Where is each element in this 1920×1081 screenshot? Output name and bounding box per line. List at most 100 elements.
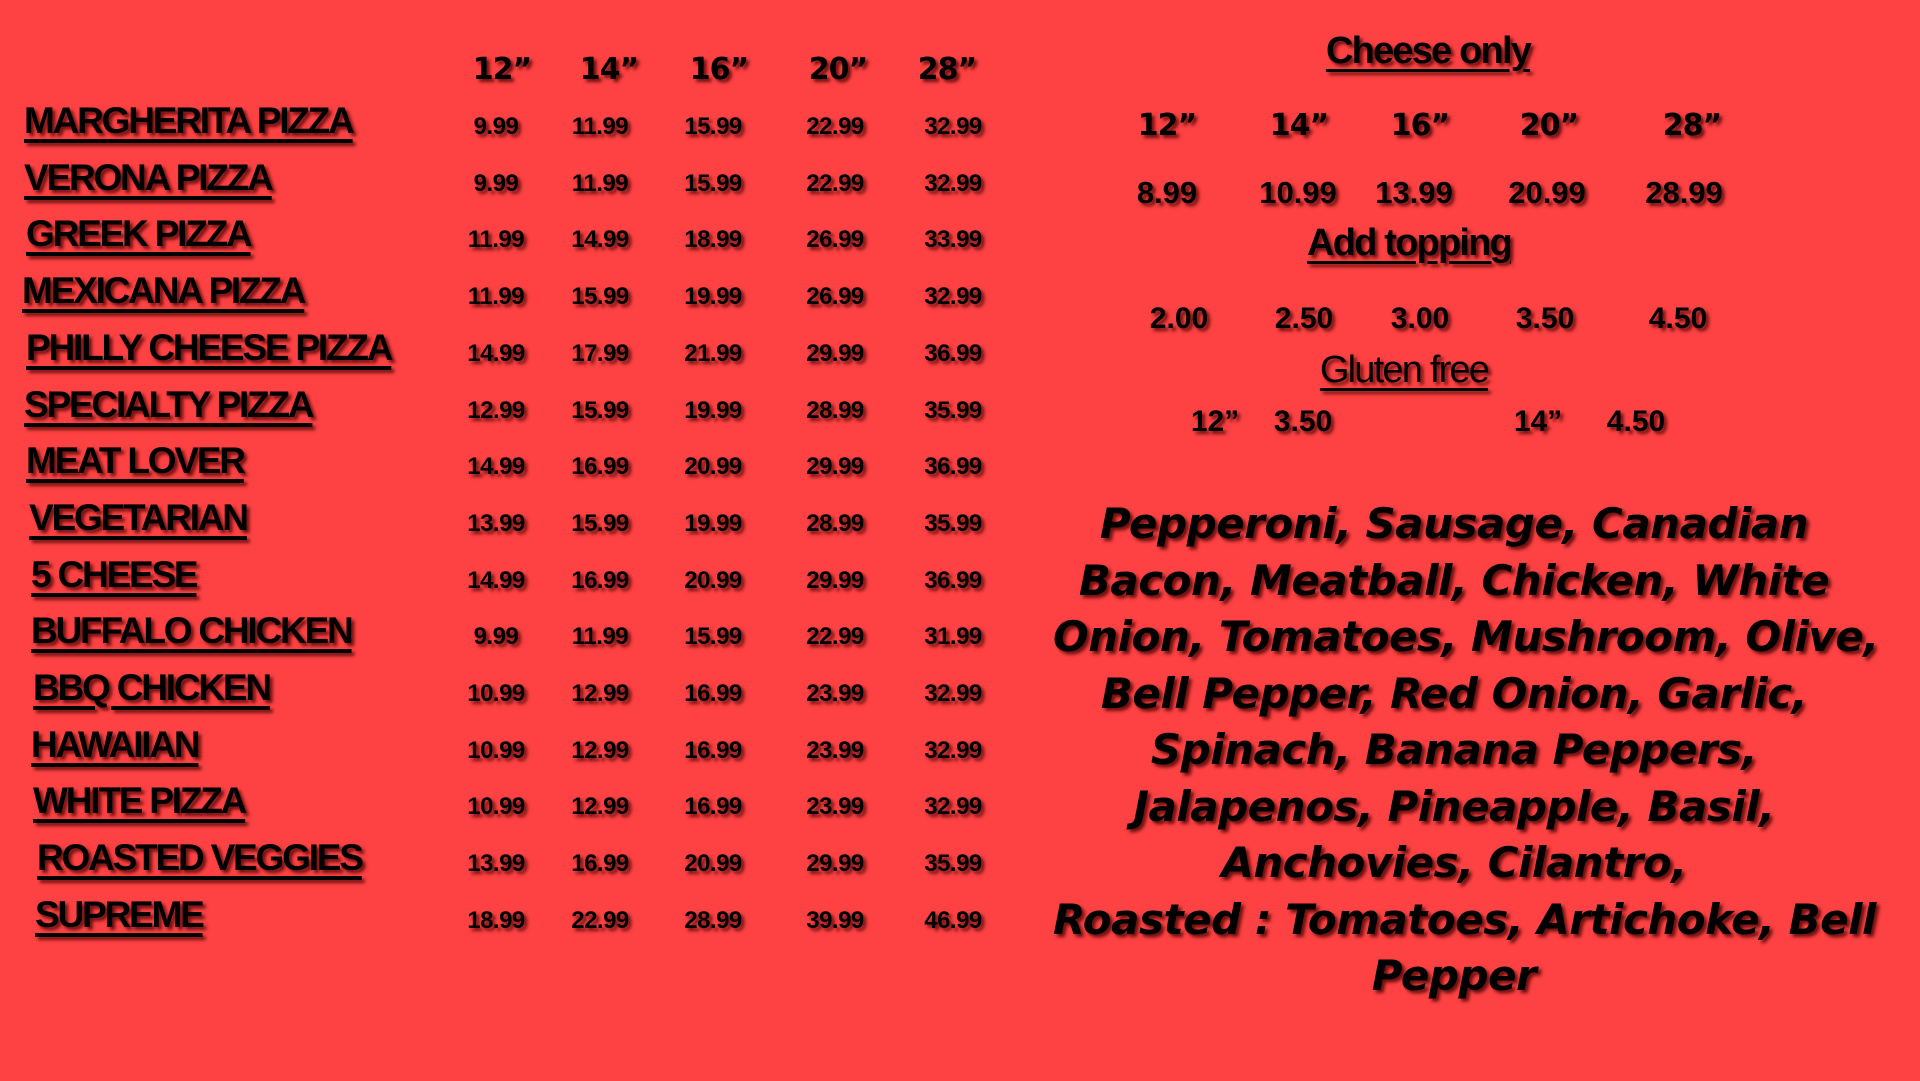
menu-item-name: 5 CHEESE [31,553,199,595]
size-header: 12” [472,52,532,87]
menu-item-price: 23.99 [806,680,864,707]
cheese-size-header: 16” [1390,108,1450,143]
menu-item-price: 11.99 [571,623,629,651]
toppings-line: Pepper [1371,951,1537,1000]
menu-item-price: 11.99 [571,113,629,140]
menu-item-price: 18.99 [467,906,525,934]
menu-item-price: 18.99 [684,226,742,254]
size-header: 16” [689,52,749,87]
cheese-price: 28.99 [1645,175,1723,210]
cheese-price: 20.99 [1508,175,1586,210]
menu-item-price: 12.99 [571,680,629,707]
menu-item-name: SPECIALTY PIZZA [24,383,315,425]
menu-item-name: MEXICANA PIZZA [22,270,307,312]
menu-item-price: 20.99 [684,453,742,481]
menu-item-price: 19.99 [684,283,742,311]
menu-item-price: 35.99 [924,396,982,424]
menu-item-price: 11.99 [467,226,525,254]
menu-item-price: 16.99 [571,566,629,594]
menu-item-price: 10.99 [467,736,525,764]
menu-item-price: 46.99 [924,906,982,934]
menu-item-name: BUFFALO CHICKEN [31,610,354,652]
menu-item-price: 23.99 [806,736,864,764]
menu-item-price: 16.99 [571,453,629,481]
menu-item-price: 12.99 [571,736,629,764]
menu-item-price: 12.99 [467,396,525,424]
cheese-size-header: 14” [1269,108,1329,143]
menu-item-price: 35.99 [924,509,982,537]
menu-item-price: 14.99 [571,226,629,254]
menu-item-price: 16.99 [571,850,629,878]
menu-item-name: ROASTED VEGGIES [37,837,364,879]
menu-item-price: 28.99 [806,396,864,424]
menu-item-price: 22.99 [806,113,864,140]
menu-item-name: BBQ CHICKEN [33,667,272,708]
menu-item-price: 22.99 [806,169,864,197]
menu-item-price: 15.99 [684,169,742,197]
menu-item-price: 36.99 [924,453,982,481]
topping-price: 3.50 [1515,302,1575,335]
menu-item-price: 29.99 [806,339,864,367]
gluten-free-size: 12” [1190,405,1240,438]
gluten-free-price: 3.50 [1273,405,1333,438]
gluten-free-size: 14” [1513,405,1563,438]
menu-item-price: 16.99 [684,736,742,764]
menu-item-price: 26.99 [806,226,864,254]
cheese-size-header: 20” [1519,108,1579,143]
menu-item-name: MARGHERITA PIZZA [24,100,355,141]
menu-item-price: 15.99 [571,509,629,537]
toppings-line: Spinach, Banana Peppers, [1150,725,1758,774]
gluten-free-price: 4.50 [1606,405,1666,438]
menu-item-price: 17.99 [571,339,629,367]
toppings-line: Onion, Tomatoes, Mushroom, Olive, [1053,612,1879,661]
menu-item-price: 20.99 [684,566,742,594]
menu-item-price: 14.99 [467,339,525,367]
toppings-line: Anchovies, Cilantro, [1221,838,1687,887]
cheese-size-header: 28” [1662,108,1722,143]
menu-item-price: 39.99 [806,906,864,934]
menu-item-name: WHITE PIZZA [33,780,247,822]
toppings-list: Pepperoni, Sausage, Canadian Bacon, Meatb… [1053,496,1879,1005]
menu-item-name: HAWAIIAN [31,723,201,765]
menu-item-name: GREEK PIZZA [26,213,253,255]
menu-item-price: 31.99 [924,623,982,651]
menu-item-price: 28.99 [684,906,742,934]
menu-item-price: 36.99 [924,339,982,367]
menu-item-price: 14.99 [467,453,525,481]
toppings-line: Jalapenos, Pineapple, Basil, [1133,781,1775,831]
menu-item-name: VEGETARIAN [29,496,249,538]
cheese-price: 13.99 [1375,175,1453,210]
menu-item-price: 11.99 [467,283,525,311]
menu-item-price: 13.99 [467,509,525,537]
menu-item-price: 32.99 [924,113,982,140]
menu-item-price: 29.99 [806,566,864,594]
menu-item-price: 15.99 [684,113,742,140]
topping-price: 4.50 [1648,302,1708,335]
menu-item-price: 32.99 [924,169,982,197]
menu-item-price: 35.99 [924,850,982,878]
menu-item-price: 12.99 [571,793,629,821]
menu-item-price: 9.99 [473,113,519,140]
menu-item-price: 22.99 [806,623,864,651]
menu-item-name: PHILLY CHEESE PIZZA [26,326,393,368]
add-topping-title: Add topping [1307,222,1513,264]
menu-item-price: 16.99 [684,793,742,821]
menu-item-price: 22.99 [571,906,629,934]
menu-item-price: 32.99 [924,680,982,707]
menu-item-price: 26.99 [806,283,864,311]
menu-item-price: 15.99 [571,283,629,311]
menu-item-name: VERONA PIZZA [24,156,274,198]
menu-item-price: 9.99 [473,623,519,651]
menu-item-price: 20.99 [684,850,742,878]
menu-item-price: 23.99 [806,793,864,821]
gluten-free-title: Gluten free [1319,349,1490,391]
menu-item-price: 33.99 [924,226,982,254]
menu-item-price: 15.99 [571,396,629,424]
menu-item-price: 9.99 [473,169,519,197]
cheese-price: 8.99 [1136,175,1198,210]
menu-item-price: 32.99 [924,793,982,821]
topping-price: 2.50 [1274,302,1334,335]
menu-item-price: 32.99 [924,283,982,311]
toppings-line: Pepperoni, Sausage, Canadian [1099,499,1809,548]
menu-item-name: SUPREME [35,893,205,935]
